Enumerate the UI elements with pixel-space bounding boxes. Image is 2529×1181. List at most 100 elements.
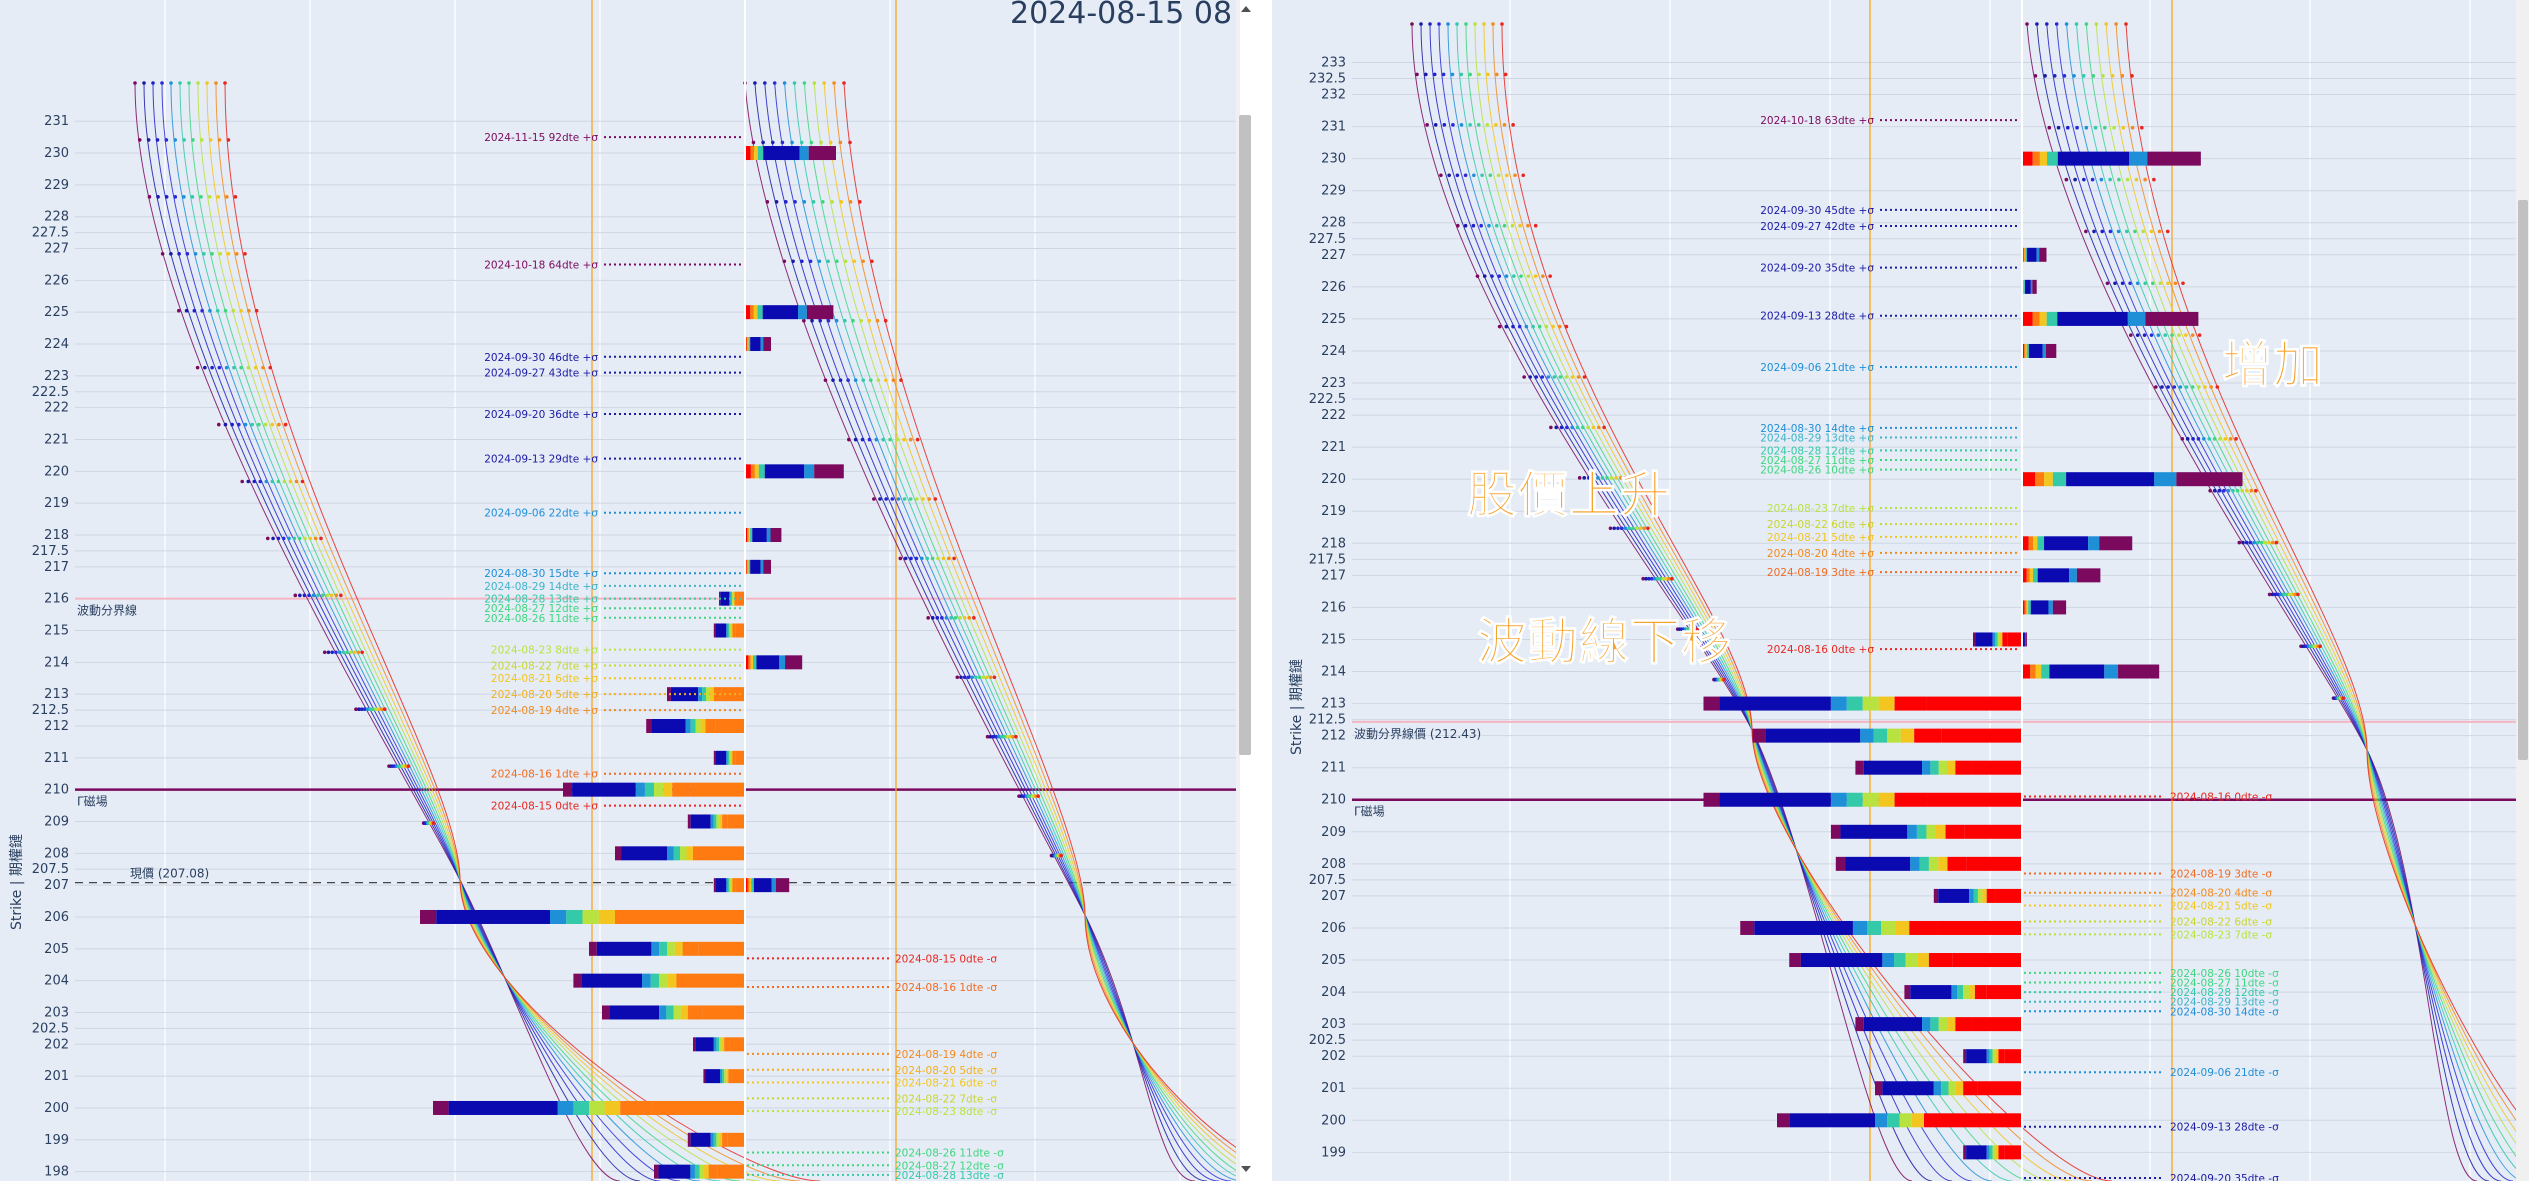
strike-tick-label: 202 [44,1037,69,1052]
oi-bar-segment [1941,1081,1949,1096]
oi-bar-segment [1922,760,1931,775]
sigma-curve-point [1564,324,1569,329]
sigma-curve-point [234,251,239,256]
oi-bar-segment [1862,696,1879,711]
oi-bar-segment [732,750,736,765]
sigma-curve-point [137,138,142,142]
sigma-curve-point [1446,22,1450,26]
sigma-curve [2115,23,2529,1139]
oi-bar-segment [1977,1081,2022,1096]
sigma-curve-point [780,140,785,145]
oi-bar-segment [2025,343,2027,358]
sigma-curve-point [1433,123,1438,127]
strike-tick-label: 205 [1321,953,1346,968]
sigma-curve-point [2228,437,2233,441]
sigma-curve-point [842,81,846,85]
oi-bar-segment [2037,536,2045,551]
sigma-curve-point [826,318,831,323]
oi-bar-segment [687,1132,691,1147]
expiry-label-text: 2024-08-28 13dte -σ [895,1170,1004,1181]
oi-bar-segment [702,1005,745,1020]
strike-tick-label: 207 [44,878,69,893]
expiry-sigma-label: 2024-11-15 92dte +σ [484,132,743,144]
expiry-label-text: 2024-08-16 1dte -σ [895,982,997,994]
sigma-curve-point [325,593,330,598]
expiry-sigma-label: 2024-10-18 63dte +σ [1760,115,2020,127]
oi-bar-segment [1875,1113,1888,1128]
expiry-sigma-label: 2024-08-29 13dte +σ [1760,433,2020,445]
strike-tick-label: 213 [44,687,69,702]
sigma-curve-point [208,308,212,313]
sigma-curve-point [365,707,370,712]
oi-bar-left [1703,792,2022,807]
sigma-curve-point [293,593,298,598]
left-scroll-up-arrow[interactable] [1241,6,1251,12]
sigma-curve-point [334,650,338,655]
sigma-curve-point [196,81,200,85]
sigma-curve-point [253,365,258,370]
strike-tick-label: 226 [44,273,69,288]
sigma-curve-point [1005,734,1010,739]
sigma-curve-point [207,195,212,199]
sigma-curve-point [921,497,925,501]
sigma-curve-point [895,437,899,442]
oi-bar-right [2022,343,2057,358]
oi-bar-segment [713,687,722,702]
sigma-curve-point [237,422,241,427]
sigma-curve-point [1059,853,1064,858]
oi-bar-segment [2039,311,2047,326]
sigma-curve-point [2114,22,2118,26]
oi-bar-segment [703,1069,706,1084]
sigma-curve-point [225,195,229,199]
strike-tick-label: 221 [44,433,69,448]
expiry-label-text: 2024-08-26 10dte +σ [1760,465,1874,477]
sigma-curve-point [287,536,291,541]
oi-bar-segment [1878,696,1895,711]
oi-bar-segment [687,1005,703,1020]
sigma-curve-point [1500,22,1504,26]
sigma-curve-point [949,616,953,620]
sigma-curve-point [2149,229,2154,234]
expiry-sigma-label: 2024-08-20 5dte -σ [747,1065,997,1077]
left-vertical-scrollbar[interactable] [1236,0,1240,1181]
left-scroll-down-arrow[interactable] [1241,1166,1251,1172]
oi-bar-segment [693,973,745,988]
oi-bar-segment [1938,1017,1948,1032]
sigma-curve-point [1526,274,1531,278]
expiry-sigma-label: 2024-09-27 43dte +σ [484,368,743,380]
oi-bar-segment [2026,600,2029,615]
oi-bar-segment [1986,1049,1990,1064]
left-scroll-thumb[interactable] [1239,115,1251,755]
oi-bar-segment [728,1069,733,1084]
oi-bar-segment [770,528,782,543]
sigma-curve-point [349,650,353,655]
oi-bar-segment [663,782,673,797]
sigma-curve-point [1575,425,1580,430]
oi-bar-segment [1930,1017,1939,1032]
sigma-curve-point [231,308,236,313]
strike-tick-label: 217 [44,560,69,575]
oi-bar-segment [726,1069,729,1084]
sigma-curve-point [1596,476,1600,480]
sigma-curve-point [846,378,850,382]
sigma-curve-point [2254,488,2258,493]
oi-bar-segment [2022,536,2029,551]
oi-bar-segment [746,337,748,352]
sigma-curve-point [933,497,938,501]
sigma-curve-point [981,675,986,680]
sigma-curve-point [2203,385,2207,389]
sigma-curve-point [146,138,151,142]
sigma-curve-point [838,140,843,145]
expiry-sigma-label: 2024-08-20 4dte +σ [1767,548,2020,560]
sigma-curve-point [1504,173,1509,178]
oi-bar-segment [2022,632,2025,647]
oi-bar-segment [1986,888,1996,903]
strike-tick-label: 231 [1321,120,1346,135]
sigma-curve-point [277,422,281,427]
oi-bar-segment [2052,472,2067,487]
expiry-sigma-label: 2024-08-15 0dte +σ [491,801,743,813]
oi-bar-segment [753,655,757,670]
right-scroll-thumb[interactable] [2518,200,2528,760]
oi-bar-segment [2022,311,2033,326]
sigma-curve-point [1036,794,1041,798]
